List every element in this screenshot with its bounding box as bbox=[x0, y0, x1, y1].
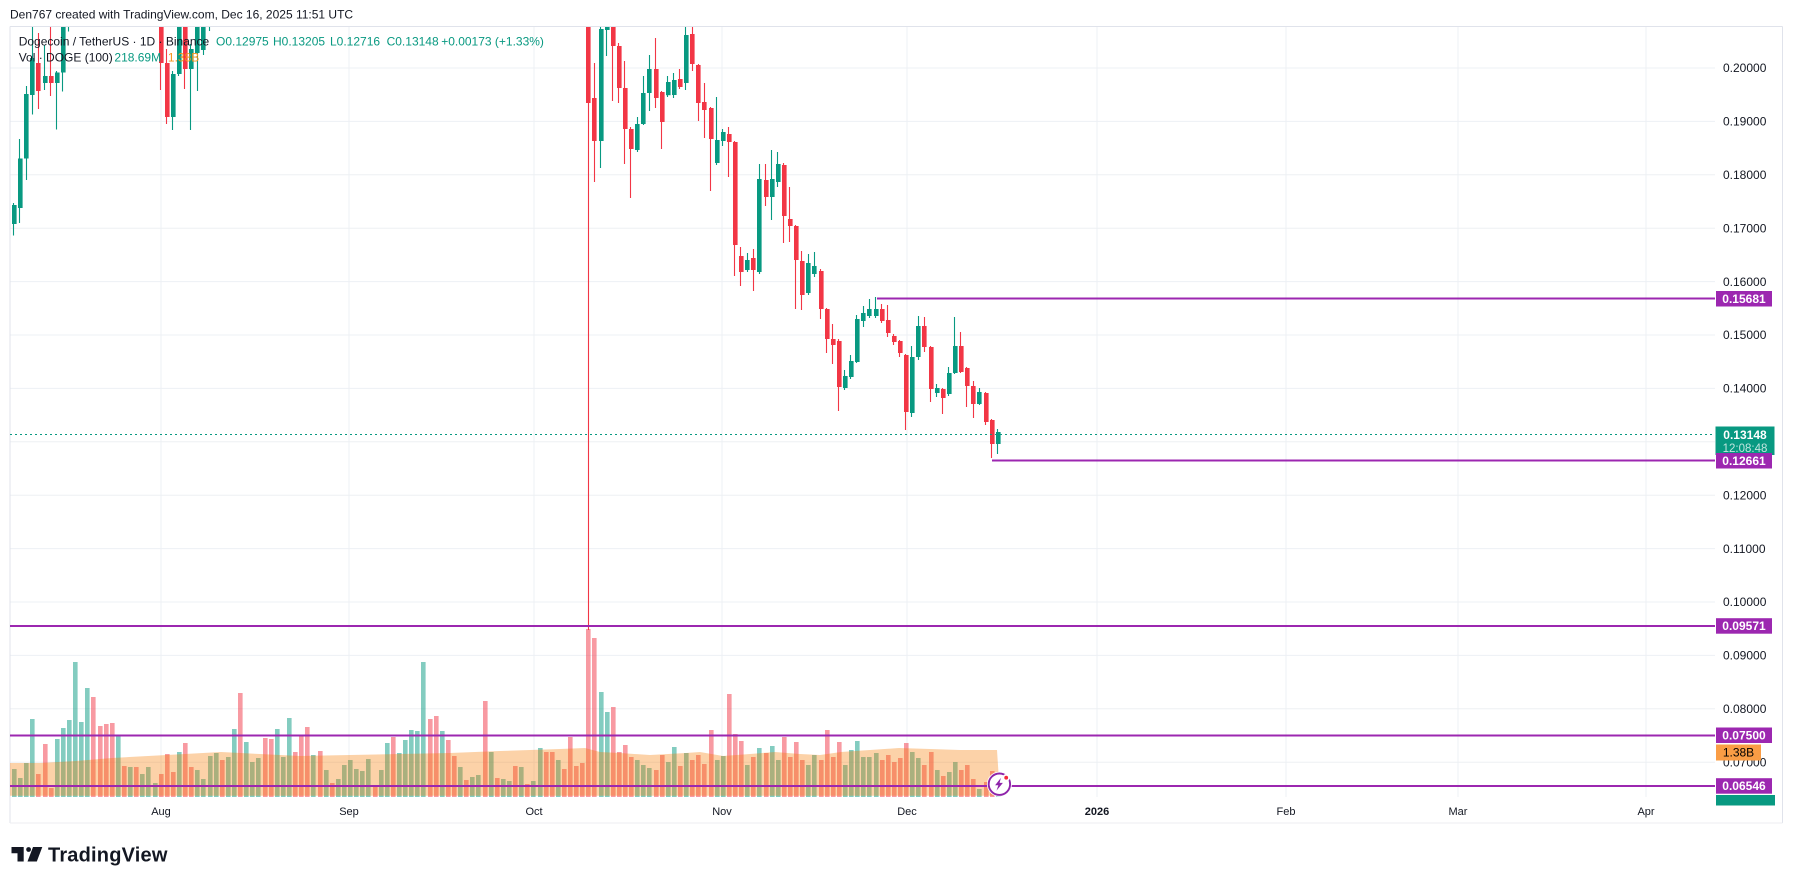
svg-text:Dec: Dec bbox=[897, 806, 917, 818]
svg-text:0.15000: 0.15000 bbox=[1723, 328, 1767, 342]
svg-text:0.18000: 0.18000 bbox=[1723, 168, 1767, 182]
svg-text:TradingView: TradingView bbox=[48, 845, 168, 867]
svg-text:Den767 created with TradingVie: Den767 created with TradingView.com, Dec… bbox=[10, 8, 353, 22]
svg-text:1.38B: 1.38B bbox=[168, 51, 199, 65]
svg-text:0.15681: 0.15681 bbox=[1722, 292, 1766, 306]
svg-text:0.19000: 0.19000 bbox=[1723, 115, 1767, 129]
svg-text:Dogecoin / TetherUS · 1D · Bin: Dogecoin / TetherUS · 1D · Binance bbox=[19, 35, 210, 49]
svg-text:Sep: Sep bbox=[339, 806, 359, 818]
svg-text:0.07500: 0.07500 bbox=[1722, 729, 1766, 743]
svg-text:0.14000: 0.14000 bbox=[1723, 382, 1767, 396]
svg-text:2026: 2026 bbox=[1085, 806, 1109, 818]
svg-text:Nov: Nov bbox=[712, 806, 732, 818]
svg-text:0.08000: 0.08000 bbox=[1723, 702, 1767, 716]
svg-text:0.17000: 0.17000 bbox=[1723, 221, 1767, 235]
svg-text:0.09571: 0.09571 bbox=[1722, 619, 1766, 633]
svg-text:Vol · DOGE (100): Vol · DOGE (100) bbox=[19, 51, 113, 65]
svg-text:0.12000: 0.12000 bbox=[1723, 488, 1767, 502]
svg-text:218.69M: 218.69M bbox=[114, 51, 161, 65]
svg-text:Aug: Aug bbox=[151, 806, 171, 818]
svg-text:0.12661: 0.12661 bbox=[1722, 454, 1766, 468]
svg-text:0.16000: 0.16000 bbox=[1723, 275, 1767, 289]
svg-text:Oct: Oct bbox=[525, 806, 542, 818]
svg-text:0.11000: 0.11000 bbox=[1723, 542, 1766, 556]
svg-text:0.20000: 0.20000 bbox=[1723, 61, 1767, 75]
svg-text:0.06546: 0.06546 bbox=[1722, 779, 1766, 793]
svg-text:0.10000: 0.10000 bbox=[1723, 595, 1767, 609]
svg-text:0.13148: 0.13148 bbox=[1723, 428, 1767, 442]
svg-text:Feb: Feb bbox=[1277, 806, 1296, 818]
svg-text:0.09000: 0.09000 bbox=[1723, 649, 1767, 663]
svg-text:Apr: Apr bbox=[1637, 806, 1654, 818]
svg-text:1.38B: 1.38B bbox=[1723, 746, 1754, 760]
svg-text:12:08:48: 12:08:48 bbox=[1723, 443, 1768, 455]
svg-text:Mar: Mar bbox=[1449, 806, 1468, 818]
